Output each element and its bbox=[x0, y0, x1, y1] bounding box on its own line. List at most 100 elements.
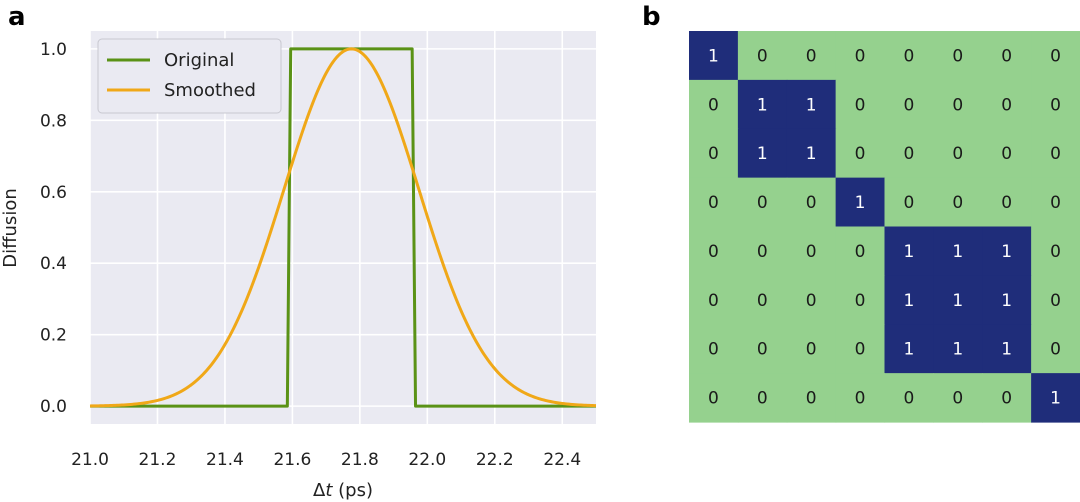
heatmap-cell bbox=[1031, 128, 1080, 179]
line-chart: 21.0 21.2 21.4 21.6 21.8 22.0 22.2 22.4 0.00.20… bbox=[0, 31, 597, 501]
y-tick-label: 1.0 bbox=[40, 40, 67, 60]
heatmap-cell bbox=[884, 275, 934, 325]
heatmap-cell-value: 0 bbox=[806, 242, 817, 262]
x-tick-label: 21.0 bbox=[71, 450, 109, 470]
heatmap-cell bbox=[737, 275, 788, 325]
heatmap-cell-value: 1 bbox=[904, 242, 915, 262]
heatmap-cell bbox=[982, 31, 1032, 81]
x-tick-label: 22.2 bbox=[476, 450, 514, 470]
heatmap-cell bbox=[786, 324, 837, 374]
legend-label-smoothed: Smoothed bbox=[164, 80, 256, 101]
heatmap-cell-value: 0 bbox=[1001, 95, 1012, 115]
legend-box bbox=[97, 38, 282, 114]
heatmap-cell bbox=[933, 31, 983, 81]
x-axis-label: Δt (ps) bbox=[313, 480, 373, 501]
heatmap-cell bbox=[982, 324, 1032, 374]
heatmap-cell-value: 0 bbox=[855, 340, 866, 360]
y-tick-label: 0.4 bbox=[40, 254, 67, 274]
heatmap-cell-value: 0 bbox=[855, 242, 866, 262]
heatmap-cell-value: 0 bbox=[708, 95, 719, 115]
series-line-smoothed bbox=[89, 47, 597, 408]
heatmap-cell bbox=[786, 226, 837, 276]
heatmap-cell-value: 0 bbox=[708, 242, 719, 262]
heatmap-cell-value: 1 bbox=[1001, 242, 1012, 262]
heatmap-cell-value: 0 bbox=[904, 193, 915, 213]
heatmap-cell-value: 1 bbox=[952, 340, 963, 360]
heatmap-cell-value: 0 bbox=[952, 95, 963, 115]
heatmap-cell-value: 0 bbox=[806, 291, 817, 311]
heatmap-cell-value: 0 bbox=[1050, 242, 1061, 262]
heatmap-cell-value: 0 bbox=[855, 389, 866, 409]
heatmap-cell bbox=[1031, 31, 1080, 81]
heatmap-cell-value: 0 bbox=[708, 340, 719, 360]
heatmap-cell bbox=[737, 177, 788, 228]
heatmap-cell-value: 0 bbox=[757, 291, 768, 311]
heatmap-cell-value: 0 bbox=[757, 340, 768, 360]
heatmap-cell-value: 0 bbox=[1050, 291, 1061, 311]
heatmap-cell-value: 1 bbox=[855, 193, 866, 213]
heatmap-cell-value: 1 bbox=[952, 291, 963, 311]
heatmap-cell bbox=[737, 324, 788, 374]
heatmap-cell-value: 0 bbox=[904, 46, 915, 66]
heatmap-cell-value: 0 bbox=[1001, 144, 1012, 164]
heatmap-cell bbox=[689, 128, 739, 179]
y-tick-label: 0.2 bbox=[40, 326, 67, 346]
heatmap-cell bbox=[884, 128, 934, 179]
y-tick-label: 0.6 bbox=[40, 183, 67, 203]
panel-label-b: b bbox=[642, 2, 661, 32]
heatmap-cell bbox=[933, 226, 983, 276]
heatmap-cell bbox=[933, 324, 983, 374]
heatmap-cell-value: 1 bbox=[952, 242, 963, 262]
heatmap-cell bbox=[933, 79, 983, 130]
x-tick-label: 22.4 bbox=[543, 450, 581, 470]
x-tick-label: 22.0 bbox=[408, 450, 446, 470]
legend: Original Smoothed bbox=[97, 38, 282, 114]
heatmap-cell-value: 0 bbox=[757, 389, 768, 409]
heatmap-cell-value: 1 bbox=[904, 291, 915, 311]
heatmap-cell bbox=[1031, 275, 1080, 325]
heatmap-cell bbox=[933, 177, 983, 228]
heatmap-cell bbox=[737, 128, 788, 179]
heatmap-cell-value: 1 bbox=[806, 95, 817, 115]
heatmap-cell bbox=[933, 275, 983, 325]
heatmap-cell-value: 0 bbox=[904, 144, 915, 164]
heatmap-cell bbox=[982, 373, 1032, 423]
x-tick-label: 21.4 bbox=[206, 450, 244, 470]
heatmap-cell bbox=[884, 79, 934, 130]
heatmap-cell bbox=[1031, 373, 1080, 423]
heatmap-cell bbox=[884, 324, 934, 374]
heatmap-cell-value: 0 bbox=[806, 46, 817, 66]
heatmap-cell bbox=[689, 324, 739, 374]
heatmap-cell bbox=[737, 31, 788, 81]
heatmap-cell bbox=[689, 79, 739, 130]
heatmap-cell bbox=[689, 275, 739, 325]
heatmap-cell-value: 1 bbox=[1050, 389, 1061, 409]
heatmap-cell-value: 0 bbox=[757, 242, 768, 262]
heatmap: 1 0 0 0 0 0 0 0 0 1 1 0 0 0 0 0 0 1 1 0 0 0 0 0 0 0 0 1 0 0 0 0 0 0 0 0 1 1 1 0… bbox=[689, 31, 1080, 423]
heatmap-cell-value: 0 bbox=[952, 144, 963, 164]
series-lines bbox=[89, 47, 597, 408]
heatmap-cell bbox=[982, 128, 1032, 179]
heatmap-cell-value: 0 bbox=[855, 95, 866, 115]
heatmap-cell bbox=[835, 79, 886, 130]
heatmap-cell-value: 0 bbox=[855, 291, 866, 311]
heatmap-cell-value: 0 bbox=[952, 389, 963, 409]
heatmap-cell bbox=[689, 31, 739, 81]
heatmap-cell-value: 0 bbox=[806, 193, 817, 213]
heatmap-cell bbox=[835, 128, 886, 179]
heatmap-cell-value: 0 bbox=[708, 389, 719, 409]
heatmap-cell bbox=[786, 177, 837, 228]
y-axis-label: Diffusion bbox=[0, 188, 21, 267]
heatmap-cell bbox=[982, 275, 1032, 325]
heatmap-cell-value: 0 bbox=[904, 389, 915, 409]
heatmap-cell bbox=[1031, 177, 1080, 228]
heatmap-cell bbox=[786, 275, 837, 325]
x-tick-labels: 21.0 21.2 21.4 21.6 21.8 22.0 22.2 22.4 bbox=[71, 450, 581, 470]
heatmap-cell-value: 1 bbox=[1001, 291, 1012, 311]
heatmap-cell bbox=[786, 373, 837, 423]
heatmap-cell bbox=[982, 226, 1032, 276]
heatmap-cell-value: 0 bbox=[855, 46, 866, 66]
heatmap-cell bbox=[786, 79, 837, 130]
heatmap-cell-value: 0 bbox=[1001, 46, 1012, 66]
